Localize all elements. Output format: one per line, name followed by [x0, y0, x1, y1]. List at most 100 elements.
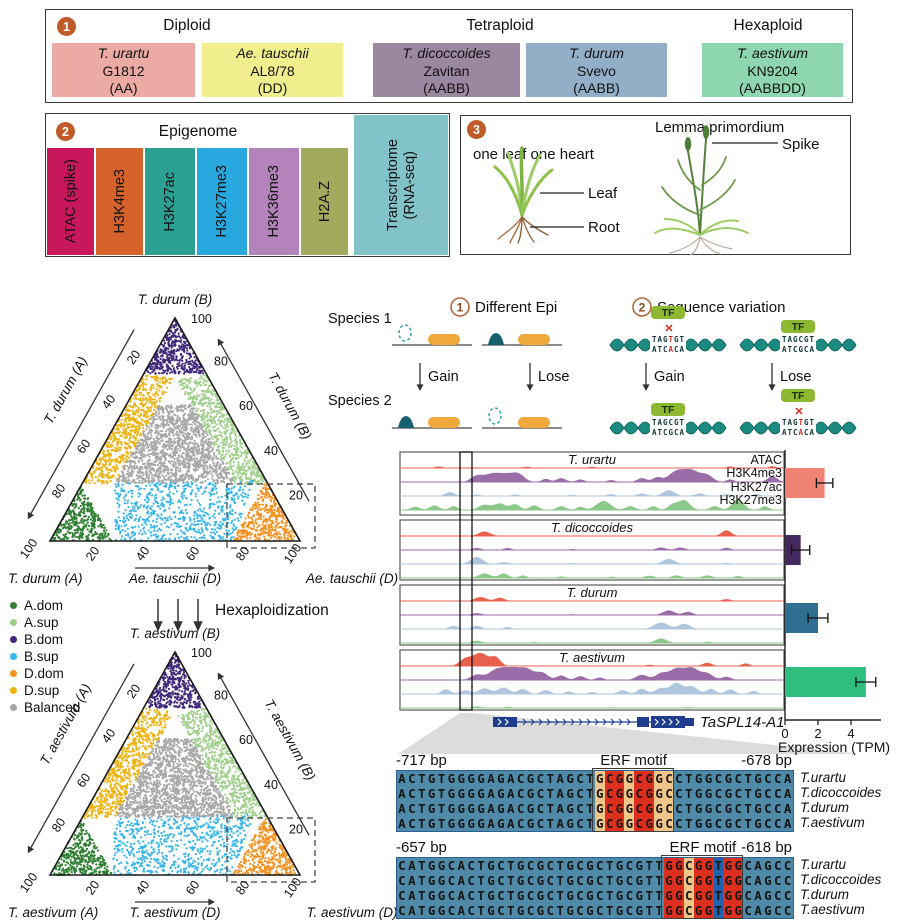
- base: C: [762, 771, 773, 786]
- legend-label: A.dom: [24, 598, 64, 613]
- base: T: [743, 816, 754, 831]
- base: G: [624, 786, 635, 801]
- base: A: [406, 858, 417, 873]
- base: G: [426, 858, 437, 873]
- circled-number-icon: [450, 297, 470, 317]
- signal-H3K27ac: [400, 682, 784, 694]
- base: G: [762, 888, 773, 903]
- bar-x-axis-label: Expression (TPM): [778, 739, 890, 755]
- base: G: [446, 801, 457, 816]
- base: T: [416, 801, 427, 816]
- base: C: [743, 903, 754, 918]
- seedling-illustration: [493, 146, 554, 244]
- base: A: [397, 771, 407, 786]
- epi-scene-absent: [392, 324, 472, 346]
- base: C: [515, 801, 526, 816]
- base: C: [624, 873, 635, 888]
- base: C: [772, 801, 783, 816]
- base: C: [446, 873, 457, 888]
- mark-column-atac: ATAC (spike): [47, 148, 94, 255]
- base: G: [723, 816, 734, 831]
- base: T: [505, 888, 516, 903]
- genome-formula: (AABB): [423, 80, 470, 96]
- species-name: T. urartu: [97, 45, 150, 61]
- ternary-region-B.sup: [113, 479, 255, 543]
- base: C: [594, 888, 605, 903]
- ternary-outline: [48, 650, 302, 876]
- track-mark-label: H3K4me3: [726, 466, 782, 480]
- wheat-plant-illustration: [654, 115, 749, 256]
- browser-species-title: T. dicoccoides: [551, 520, 633, 535]
- epi-peak: [398, 416, 414, 428]
- absent-peak-dashed: [398, 324, 412, 342]
- base: C: [782, 903, 793, 918]
- base: C: [664, 816, 674, 831]
- legend-dot-icon: [10, 602, 17, 609]
- base: G: [644, 801, 655, 816]
- base: G: [426, 771, 437, 786]
- base: A: [505, 801, 516, 816]
- base: C: [466, 873, 477, 888]
- legend-dot-icon: [10, 687, 17, 694]
- base: G: [426, 873, 437, 888]
- base: C: [406, 801, 417, 816]
- base: T: [654, 888, 665, 903]
- left-axis-tick: 80: [49, 815, 68, 834]
- base: A: [406, 873, 417, 888]
- base: C: [594, 858, 605, 873]
- base: G: [703, 786, 714, 801]
- base: C: [397, 858, 407, 873]
- base: G: [466, 771, 477, 786]
- browser-species-title: T. aestivum: [559, 650, 625, 665]
- browser-box-T-dicoccoides: T. dicoccoides: [399, 519, 785, 581]
- bottom-center-axis-label: Ae. tauschii (D): [128, 571, 221, 586]
- accession: G1812: [102, 62, 145, 79]
- base: G: [614, 873, 625, 888]
- base: C: [634, 816, 645, 831]
- base: C: [683, 873, 694, 888]
- track-mark-label: H3K27ac: [731, 480, 782, 494]
- right-axis-tick: 20: [289, 488, 303, 502]
- epi-scene-present: [482, 333, 562, 346]
- base: G: [673, 888, 684, 903]
- base: T: [545, 816, 556, 831]
- base: C: [594, 873, 605, 888]
- base: G: [594, 771, 605, 786]
- epi-scene-present: [392, 416, 472, 429]
- base: C: [772, 771, 783, 786]
- tf-pill: [651, 403, 685, 416]
- base: T: [683, 801, 694, 816]
- plant-illustrations: [493, 115, 778, 256]
- base: G: [535, 873, 546, 888]
- mechanism-diagram: 1 Different Epi 2 Sequence variation Species…: [328, 297, 857, 439]
- panel3-number-badge: 3: [467, 120, 486, 139]
- base: T: [644, 873, 655, 888]
- base: G: [614, 816, 625, 831]
- base: C: [495, 873, 506, 888]
- base: G: [535, 903, 546, 918]
- alignment-species-label: T.durum: [800, 800, 850, 815]
- legend-dot-icon: [10, 704, 17, 711]
- base: G: [614, 858, 625, 873]
- base: T: [604, 873, 615, 888]
- base: T: [713, 858, 724, 873]
- genome-formula: (AABB): [573, 80, 620, 96]
- base: T: [555, 858, 566, 873]
- base: G: [495, 786, 506, 801]
- base: G: [762, 858, 773, 873]
- base: C: [762, 816, 773, 831]
- base: G: [723, 858, 734, 873]
- track-mark-label: H3K27me3: [719, 493, 782, 507]
- panel2-number-badge: 2: [56, 122, 75, 141]
- epi-scene-absent: [482, 407, 562, 429]
- alignment-species-label: T.urartu: [800, 857, 847, 872]
- base: T: [604, 903, 615, 918]
- base: C: [515, 786, 526, 801]
- accession: Zavitan: [423, 62, 470, 79]
- base: C: [713, 816, 724, 831]
- epi-peak: [488, 333, 504, 345]
